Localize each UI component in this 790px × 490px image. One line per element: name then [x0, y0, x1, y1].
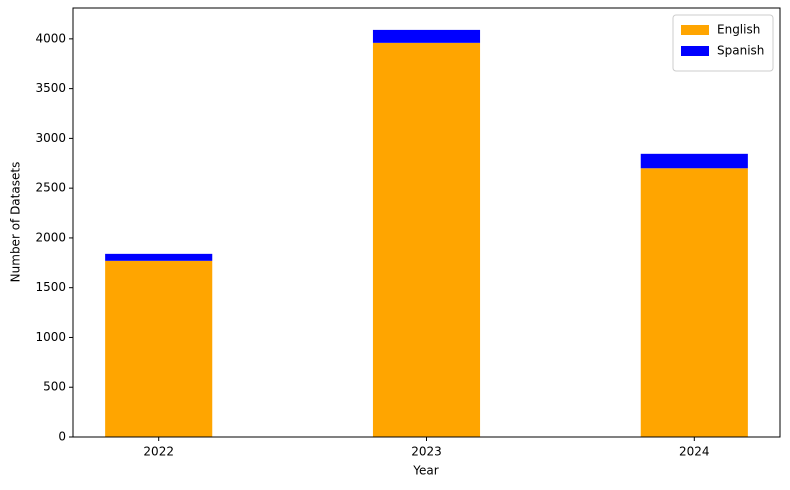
bar-segment: [105, 253, 213, 261]
bar-segment: [372, 29, 481, 43]
legend-swatch: [681, 46, 709, 56]
x-tick-label: 2023: [411, 445, 442, 459]
legend-label: Spanish: [717, 44, 764, 58]
x-tick-label: 2022: [143, 445, 174, 459]
y-tick-label: 2000: [35, 230, 66, 244]
y-tick-label: 500: [43, 380, 66, 394]
legend-label: English: [717, 23, 760, 37]
y-tick-label: 3500: [35, 81, 66, 95]
y-tick-label: 1000: [35, 330, 66, 344]
plot-frame: [72, 7, 781, 438]
bar-segment: [105, 260, 213, 437]
x-axis-label: Year: [412, 464, 438, 478]
bar-segment: [372, 42, 481, 437]
y-tick-label: 3000: [35, 131, 66, 145]
x-tick-label: 2024: [679, 445, 710, 459]
y-axis-label: Number of Datasets: [9, 162, 23, 283]
bar-segment: [640, 168, 748, 437]
y-tick-label: 0: [58, 430, 66, 444]
y-tick-label: 1500: [35, 280, 66, 294]
y-tick-label: 2500: [35, 181, 66, 195]
bar-segment: [640, 153, 748, 169]
legend-swatch: [681, 25, 709, 35]
y-tick-label: 4000: [35, 31, 66, 45]
